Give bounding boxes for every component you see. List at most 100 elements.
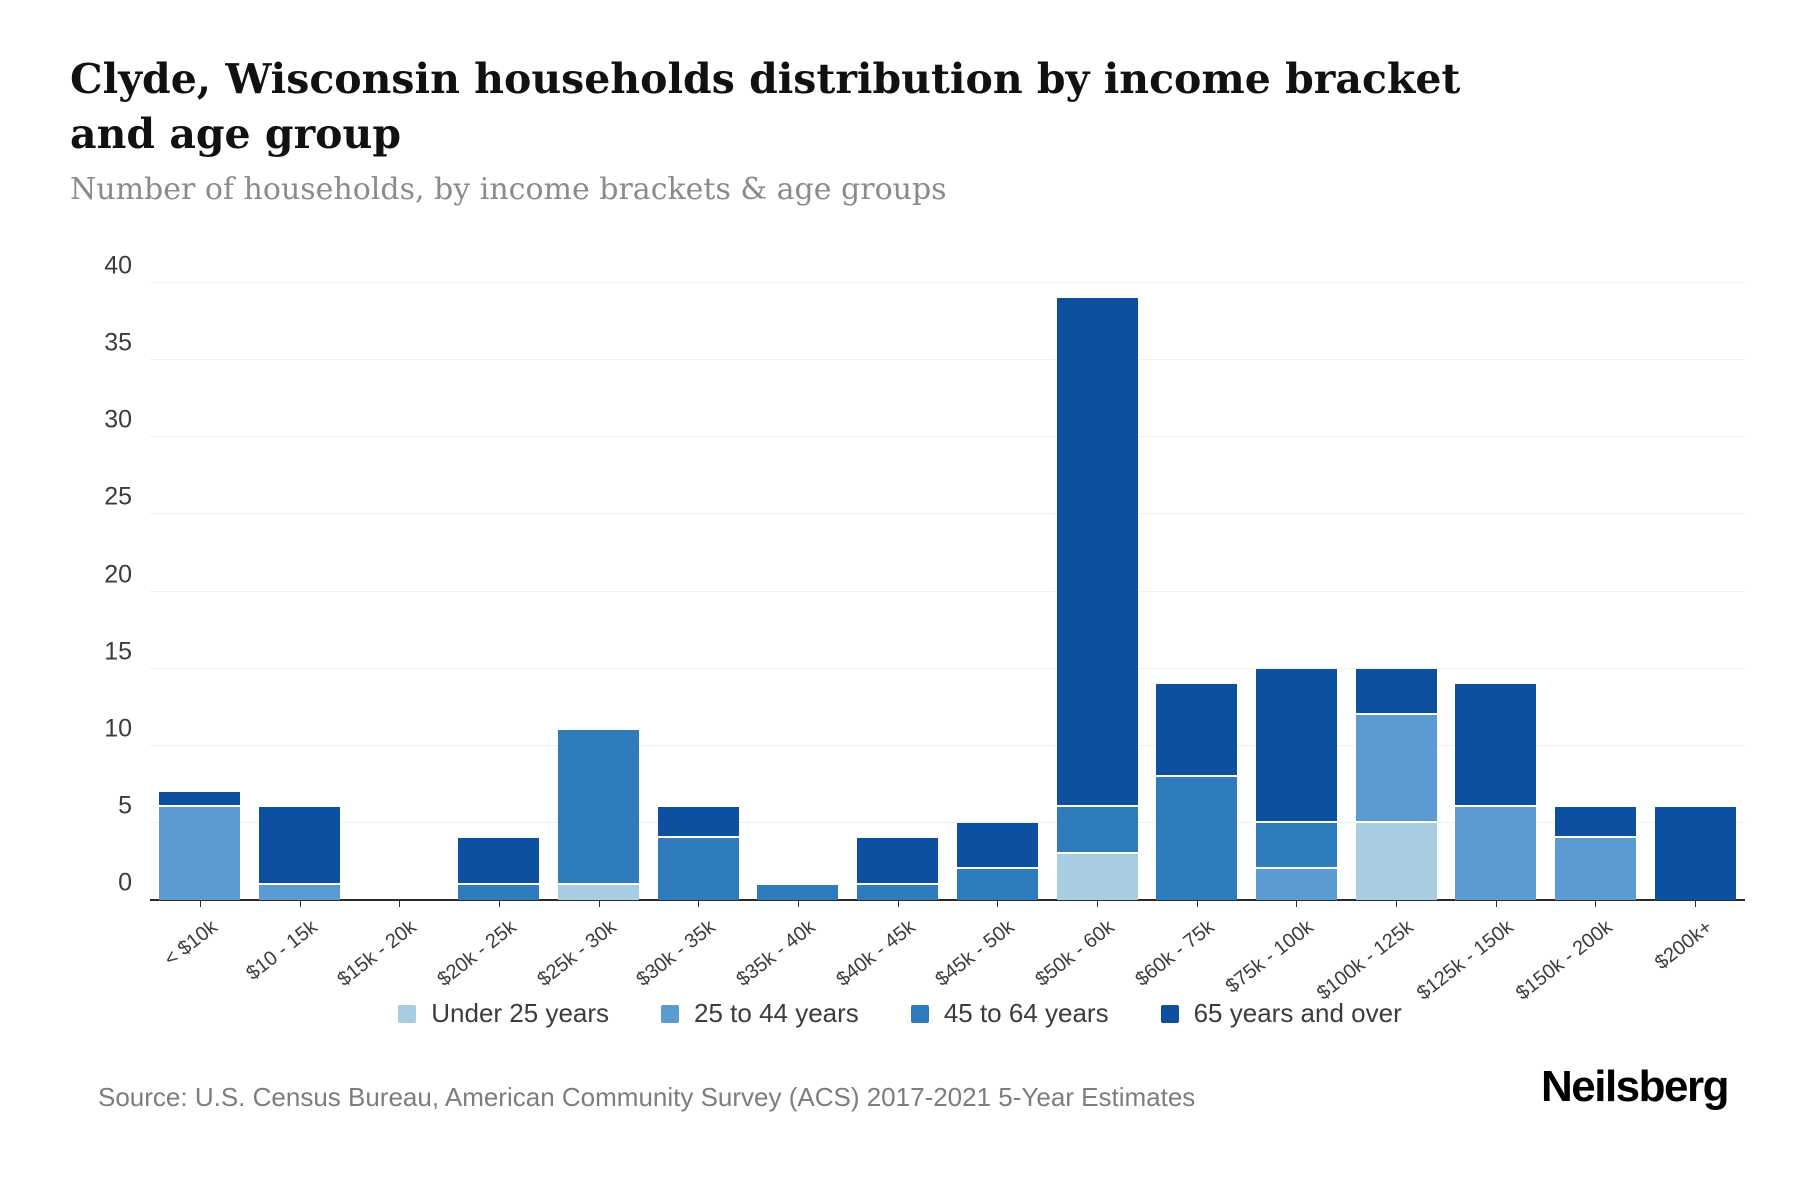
bar-column-$75k - 100k [1247, 283, 1347, 900]
y-axis-tick-label-40: 40 [104, 251, 132, 280]
x-axis-label-< $10k: < $10k [160, 916, 222, 971]
bar-column-$30k - 35k [648, 283, 748, 900]
bar-segment-$50k - 60k-Under 25 years[interactable] [1056, 853, 1138, 900]
bar-column-$40k - 45k [848, 283, 948, 900]
legend-label: Under 25 years [431, 998, 610, 1028]
bar-segment-$200k+-65 years and over[interactable] [1654, 807, 1736, 900]
bar-column-$10 - 15k [250, 283, 350, 900]
bar-segment-$25k - 30k-45 to 64 years[interactable] [558, 730, 640, 885]
x-axis-tick [598, 900, 600, 907]
x-axis-tick [1695, 900, 1697, 907]
bar-column-< $10k [150, 283, 250, 900]
legend-item-Under 25 years[interactable]: Under 25 years [398, 998, 609, 1029]
bar-segment-$75k - 100k-45 to 64 years[interactable] [1255, 822, 1337, 870]
stacked-bar-$45k - 50k[interactable] [956, 822, 1038, 900]
bar-segment-$45k - 50k-65 years and over[interactable] [956, 822, 1038, 870]
bar-column-$200k+ [1645, 283, 1745, 900]
x-axis-tick [1396, 900, 1398, 907]
neilsberg-logo: Neilsberg [1540, 1062, 1730, 1111]
x-axis-label-$60k - 75k: $60k - 75k [1131, 916, 1219, 991]
bar-segment-$100k - 125k-Under 25 years[interactable] [1355, 822, 1437, 900]
bar-segment-$75k - 100k-25 to 44 years[interactable] [1255, 869, 1337, 900]
stacked-bar-$50k - 60k[interactable] [1056, 298, 1138, 900]
bar-segment-$50k - 60k-45 to 64 years[interactable] [1056, 807, 1138, 854]
stacked-bar-$30k - 35k[interactable] [657, 807, 739, 900]
bar-segment-$100k - 125k-65 years and over[interactable] [1355, 668, 1437, 715]
stacked-bar-$60k - 75k[interactable] [1156, 684, 1238, 900]
bar-column-$35k - 40k [748, 283, 848, 900]
x-axis-label-$50k - 60k: $50k - 60k [1031, 916, 1119, 991]
stacked-bar-$25k - 30k[interactable] [558, 730, 640, 900]
legend-label: 25 to 44 years [694, 998, 859, 1028]
bar-segment-< $10k-25 to 44 years[interactable] [159, 807, 241, 900]
bar-segment-$30k - 35k-45 to 64 years[interactable] [657, 838, 739, 900]
bar-segment-$45k - 50k-45 to 64 years[interactable] [956, 869, 1038, 900]
x-axis-tick [1495, 900, 1497, 907]
bar-segment-$100k - 125k-25 to 44 years[interactable] [1355, 714, 1437, 823]
x-axis-label-$25k - 30k: $25k - 30k [533, 916, 621, 991]
bar-segment-$10 - 15k-65 years and over[interactable] [259, 807, 341, 885]
x-axis-tick [498, 900, 500, 907]
legend-item-25 to 44 years[interactable]: 25 to 44 years [661, 998, 859, 1029]
stacked-bar-$125k - 150k[interactable] [1455, 684, 1537, 900]
stacked-bar-$10 - 15k[interactable] [259, 807, 341, 900]
x-axis-tick [997, 900, 999, 907]
bar-segment-$60k - 75k-45 to 64 years[interactable] [1156, 776, 1238, 900]
bar-segment-$25k - 30k-Under 25 years[interactable] [558, 884, 640, 900]
bar-segment-$20k - 25k-65 years and over[interactable] [458, 838, 540, 885]
stacked-bar-$75k - 100k[interactable] [1255, 668, 1337, 900]
x-axis-tick [1595, 900, 1597, 907]
stacked-bar-$40k - 45k[interactable] [857, 838, 939, 900]
x-axis-tick [698, 900, 700, 907]
x-axis-tick [399, 900, 401, 907]
stacked-bar-$100k - 125k[interactable] [1355, 668, 1437, 900]
gridline-5 [150, 821, 1745, 823]
bar-column-$100k - 125k [1346, 283, 1446, 900]
legend-swatch-icon [910, 1004, 929, 1023]
gridline-20 [150, 590, 1745, 592]
legend-swatch-icon [661, 1004, 680, 1023]
bar-segment-$125k - 150k-65 years and over[interactable] [1455, 684, 1537, 808]
bar-segment-$30k - 35k-65 years and over[interactable] [657, 807, 739, 839]
bar-segment-$20k - 25k-45 to 64 years[interactable] [458, 884, 540, 900]
x-axis-label-$100k - 125k: $100k - 125k [1312, 916, 1418, 1005]
bar-segment-< $10k-65 years and over[interactable] [159, 792, 241, 808]
x-axis-label-$200k+: $200k+ [1651, 916, 1717, 975]
y-axis-tick-label-20: 20 [104, 560, 132, 588]
bar-segment-$150k - 200k-25 to 44 years[interactable] [1554, 838, 1636, 900]
x-axis-label-$20k - 25k: $20k - 25k [433, 916, 521, 991]
stacked-bar-$20k - 25k[interactable] [458, 838, 540, 900]
bar-segment-$75k - 100k-65 years and over[interactable] [1255, 668, 1337, 823]
stacked-bar-< $10k[interactable] [159, 792, 241, 900]
x-axis-label-$10 - 15k: $10 - 15k [241, 916, 322, 985]
legend-label: 65 years and over [1193, 998, 1402, 1028]
x-axis-tick [1196, 900, 1198, 907]
bar-segment-$40k - 45k-45 to 64 years[interactable] [857, 884, 939, 900]
chart-legend: Under 25 years 25 to 44 years 45 to 64 yea… [0, 998, 1800, 1029]
y-axis-tick-label-0: 0 [118, 868, 132, 897]
page-subtitle: Number of households, by income brackets… [70, 172, 947, 207]
x-axis-tick [299, 900, 301, 907]
y-axis-tick-label-35: 35 [104, 328, 132, 357]
bar-segment-$60k - 75k-65 years and over[interactable] [1156, 684, 1238, 777]
bars-container [150, 283, 1745, 900]
x-axis-label-$75k - 100k: $75k - 100k [1222, 916, 1318, 998]
legend-swatch-icon [1160, 1004, 1179, 1023]
stacked-bar-$150k - 200k[interactable] [1554, 807, 1636, 900]
stacked-bar-$200k+[interactable] [1654, 807, 1736, 900]
legend-item-45 to 64 years[interactable]: 45 to 64 years [910, 998, 1109, 1029]
legend-item-65 years and over[interactable]: 65 years and over [1160, 998, 1402, 1029]
x-axis-label-$150k - 200k: $150k - 200k [1512, 916, 1618, 1005]
bar-segment-$10 - 15k-25 to 44 years[interactable] [259, 884, 341, 900]
gridline-15 [150, 667, 1745, 669]
bar-segment-$35k - 40k-45 to 64 years[interactable] [757, 884, 839, 900]
bar-segment-$125k - 150k-25 to 44 years[interactable] [1455, 807, 1537, 900]
bar-segment-$150k - 200k-65 years and over[interactable] [1554, 807, 1636, 839]
bar-column-$50k - 60k [1047, 283, 1147, 900]
bar-segment-$50k - 60k-65 years and over[interactable] [1056, 298, 1138, 808]
bar-column-$25k - 30k [549, 283, 649, 900]
stacked-bar-$35k - 40k[interactable] [757, 884, 839, 900]
bar-segment-$40k - 45k-65 years and over[interactable] [857, 838, 939, 885]
bar-column-$150k - 200k [1546, 283, 1646, 900]
